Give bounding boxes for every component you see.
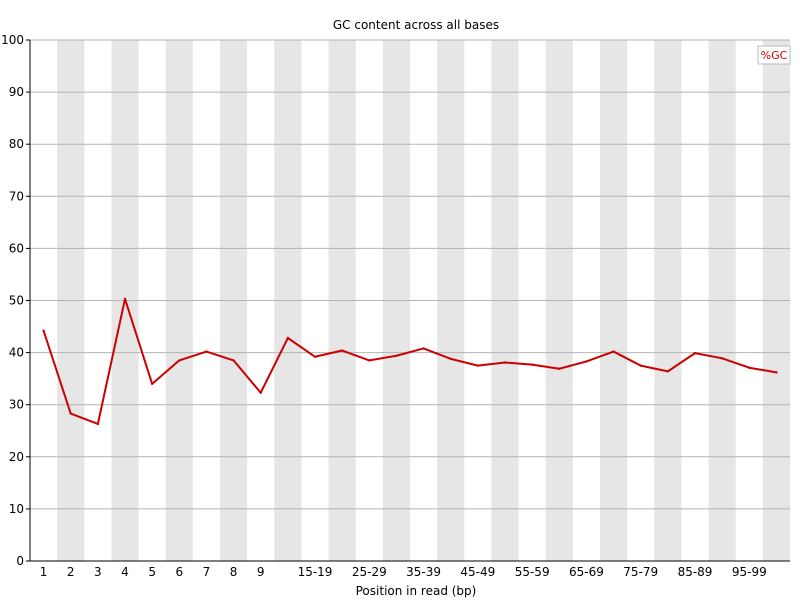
data-point — [666, 370, 670, 373]
x-tick-label: 45-49 — [460, 565, 495, 579]
y-tick-label: 90 — [9, 85, 24, 99]
data-point — [150, 382, 154, 386]
x-tick-label: 4 — [121, 565, 129, 579]
x-axis-label: Position in read (bp) — [356, 584, 477, 598]
y-tick-label: 70 — [9, 189, 24, 203]
data-point — [558, 367, 561, 370]
x-tick-label: 1 — [40, 565, 48, 579]
x-tick-label: 55-59 — [515, 565, 550, 579]
data-point — [178, 359, 181, 362]
x-tick-label: 95-99 — [732, 565, 767, 579]
x-tick-label: 5 — [148, 565, 156, 579]
y-tick-label: 100 — [1, 33, 24, 47]
y-tick-label: 40 — [9, 346, 24, 360]
data-point — [530, 363, 534, 366]
data-point — [748, 366, 751, 369]
data-point — [395, 354, 398, 357]
data-point — [503, 361, 507, 364]
y-axis-ticks: 0 10 20 30 40 50 60 70 80 90 100 — [1, 33, 30, 568]
y-tick-label: 0 — [16, 554, 24, 568]
y-tick-label: 20 — [9, 450, 24, 464]
x-tick-label: 9 — [257, 565, 265, 579]
data-point — [639, 364, 642, 367]
series-group — [42, 297, 778, 426]
data-point — [476, 364, 480, 367]
x-axis-ticks: 1 2 3 4 5 6 7 8 9 15-19 25-29 35-39 45-49 55-59 65-69 7… — [40, 565, 767, 579]
x-tick-label: 7 — [203, 565, 211, 579]
legend-entry: %GC — [761, 49, 788, 62]
x-tick-label: 65-69 — [569, 565, 604, 579]
gridlines — [30, 39, 790, 562]
data-point — [720, 357, 724, 360]
x-tick-label: 8 — [230, 565, 238, 579]
chart-title: GC content across all bases — [333, 18, 499, 32]
data-point — [259, 391, 262, 394]
data-point — [313, 355, 317, 358]
y-tick-label: 10 — [9, 502, 24, 516]
legend-box — [757, 45, 791, 65]
data-point — [123, 297, 127, 301]
data-point — [422, 347, 425, 350]
data-point — [693, 351, 697, 355]
x-tick-label: 6 — [175, 565, 183, 579]
data-point — [775, 371, 778, 374]
data-point — [585, 360, 588, 363]
x-tick-label: 75-79 — [623, 565, 658, 579]
x-tick-label: 35-39 — [406, 565, 441, 579]
data-point — [368, 359, 371, 362]
data-point — [286, 336, 290, 340]
data-point — [69, 412, 72, 415]
legend: %GC — [757, 45, 791, 65]
data-point — [42, 329, 45, 332]
x-tick-label: 85-89 — [678, 565, 713, 579]
data-point — [205, 350, 208, 353]
y-tick-label: 50 — [9, 294, 24, 308]
data-point — [612, 350, 615, 353]
data-point — [96, 422, 100, 426]
y-tick-label: 30 — [9, 398, 24, 412]
x-tick-label: 3 — [94, 565, 102, 579]
series-line — [42, 297, 777, 425]
y-tick-label: 80 — [9, 137, 24, 151]
x-tick-label: 2 — [67, 565, 75, 579]
data-point — [232, 359, 235, 362]
x-tick-label: 25-29 — [352, 565, 387, 579]
x-tick-label: 15-19 — [298, 565, 333, 579]
data-point — [340, 349, 344, 352]
y-tick-label: 60 — [9, 241, 24, 255]
data-point — [449, 357, 452, 361]
